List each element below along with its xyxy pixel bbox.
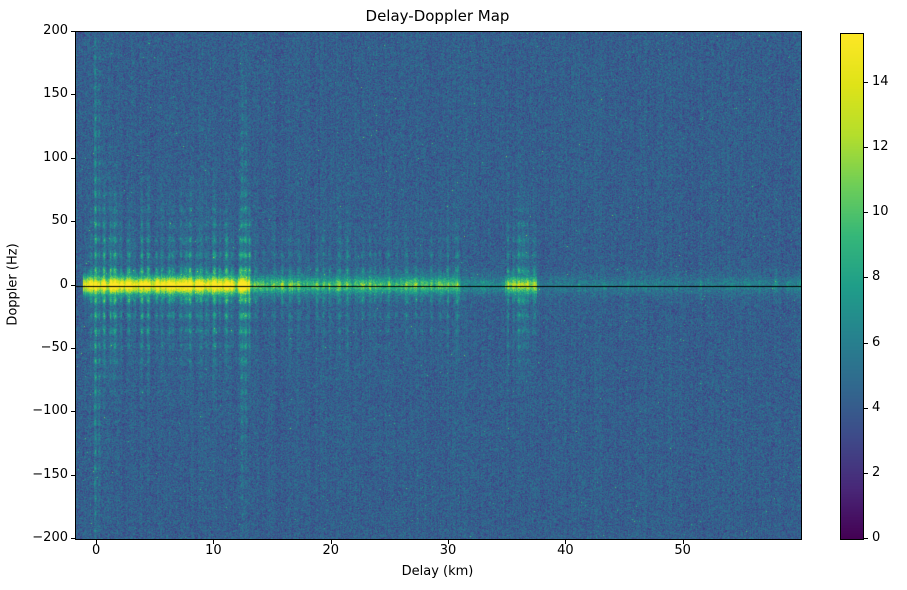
x-tick-label: 10 (205, 543, 222, 558)
colorbar-tick-label: 8 (872, 269, 881, 285)
colorbar-tick-label: 0 (872, 530, 881, 545)
x-tick-mark (96, 540, 98, 544)
y-tick-mark (71, 221, 75, 223)
colorbar-tick-mark (864, 277, 868, 279)
y-tick-label: −100 (32, 403, 68, 419)
plot-area (75, 31, 802, 540)
colorbar-tick-mark (864, 342, 868, 344)
colorbar-canvas (841, 34, 863, 539)
y-tick-label: −200 (32, 530, 68, 545)
colorbar-tick-label: 6 (872, 334, 881, 350)
y-tick-label: −50 (40, 339, 68, 355)
x-tick-mark (565, 540, 567, 544)
y-tick-mark (71, 284, 75, 286)
y-axis-label: Doppler (Hz) (5, 243, 21, 326)
y-tick-label: 100 (43, 149, 68, 165)
y-tick-label: 150 (43, 86, 68, 102)
y-tick-label: 50 (51, 213, 68, 229)
y-tick-mark (71, 474, 75, 476)
x-tick-mark (213, 540, 215, 544)
x-tick-label: 20 (322, 543, 339, 558)
x-tick-label: 30 (439, 543, 457, 558)
y-tick-mark (71, 157, 75, 159)
colorbar-tick-mark (864, 212, 868, 214)
colorbar-tick-mark (864, 538, 868, 539)
colorbar-tick-mark (864, 147, 868, 149)
colorbar-tick-label: 14 (872, 73, 889, 89)
y-tick-label: 0 (59, 276, 68, 292)
y-tick-mark (71, 411, 75, 413)
y-tick-mark (71, 31, 75, 32)
x-tick-mark (330, 540, 332, 544)
y-tick-label: −150 (32, 466, 68, 482)
colorbar-tick-label: 10 (872, 204, 889, 220)
colorbar (840, 33, 864, 540)
colorbar-tick-label: 4 (872, 399, 881, 415)
y-tick-label: 200 (43, 23, 68, 38)
x-tick-label: 50 (674, 543, 691, 558)
colorbar-tick-mark (864, 81, 868, 83)
x-axis-label: Delay (km) (401, 564, 474, 579)
y-tick-mark (71, 94, 75, 96)
colorbar-tick-mark (864, 472, 868, 474)
colorbar-tick-label: 12 (872, 139, 889, 155)
x-tick-label: 40 (557, 543, 574, 558)
colorbar-tick-label: 2 (872, 464, 881, 480)
heatmap-canvas (76, 32, 801, 539)
colorbar-tick-mark (864, 407, 868, 409)
x-tick-label: 0 (91, 543, 101, 558)
plot-title: Delay-Doppler Map (365, 7, 510, 25)
y-tick-mark (71, 538, 75, 539)
x-tick-mark (448, 540, 450, 544)
x-tick-mark (682, 540, 684, 544)
y-tick-mark (71, 347, 75, 349)
